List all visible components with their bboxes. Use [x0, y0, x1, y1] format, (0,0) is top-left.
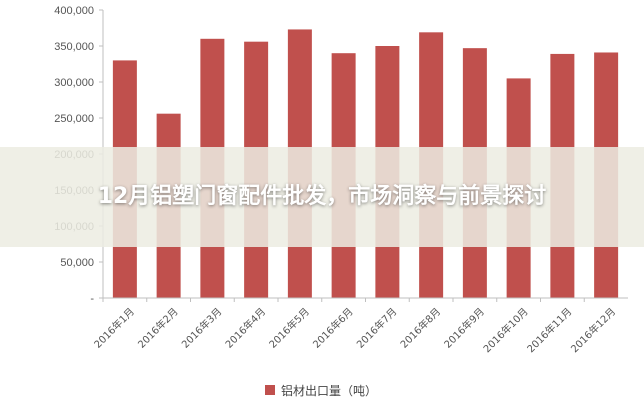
x-tick-label: 2016年5月	[266, 305, 312, 351]
y-tick-label: -	[90, 293, 94, 305]
legend: 铝材出口量（吨）	[265, 383, 377, 398]
x-tick-label: 2016年6月	[310, 305, 356, 351]
x-tick-label: 2016年1月	[91, 305, 137, 351]
x-tick-label: 2016年4月	[222, 305, 268, 351]
y-tick-label: 300,000	[54, 77, 94, 89]
y-tick-label: 250,000	[54, 113, 94, 125]
x-tick-label: 2016年11月	[524, 305, 574, 355]
x-axis: 2016年1月 2016年2月 2016年3月 2016年4月 2016年5月 2016年…	[91, 297, 628, 355]
y-tick-label: 350,000	[54, 41, 94, 53]
title-overlay: 12月铝塑门窗配件批发，市场洞察与前景探讨	[0, 147, 644, 247]
y-tick-label: 50,000	[60, 257, 94, 269]
legend-label: 铝材出口量（吨）	[281, 383, 377, 398]
x-tick-label: 2016年2月	[135, 305, 181, 351]
legend-swatch	[265, 385, 275, 395]
x-tick-label: 2016年3月	[179, 305, 225, 351]
bars	[112, 29, 619, 299]
page-title: 12月铝塑门窗配件批发，市场洞察与前景探讨	[97, 184, 547, 209]
x-tick-label: 2016年12月	[568, 305, 618, 355]
x-tick-label: 2016年8月	[397, 305, 443, 351]
x-tick-label: 2016年9月	[441, 305, 487, 351]
y-tick-label: 400,000	[54, 5, 94, 17]
x-tick-label: 2016年7月	[354, 305, 400, 351]
x-tick-label: 2016年10月	[480, 305, 530, 355]
